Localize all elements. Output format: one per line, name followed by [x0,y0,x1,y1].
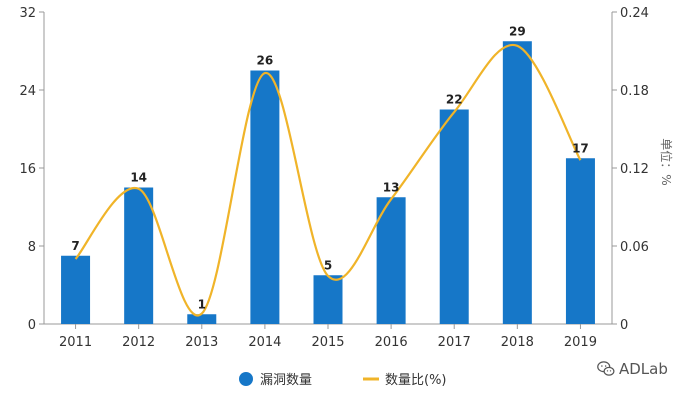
x-tick-label: 2011 [59,335,92,350]
x-tick-label: 2014 [248,335,281,350]
legend: 漏洞数量 数量比(%) [239,372,447,388]
bar [313,275,343,324]
wechat-icon [597,361,615,376]
bar-data-label: 14 [130,171,147,185]
y-left-tick-label: 24 [19,84,36,99]
x-tick-label: 2013 [185,335,218,350]
bar [250,70,280,324]
x-tick-label: 2017 [438,335,471,350]
y-right-tick-label: 0.06 [620,240,649,255]
bar [187,314,217,324]
bar-data-label: 22 [446,93,463,107]
bar [502,41,532,324]
y-right-axis-label: 单位：% [659,138,674,185]
bar [439,109,469,324]
y-left-tick-label: 8 [28,240,36,255]
y-right-tick-label: 0 [620,318,628,333]
bar [61,255,91,324]
labels-layer: 7 14 1 26 5 13 22 29 17 [71,24,588,311]
y-right-tick-label: 0.12 [620,162,649,177]
bar-data-label: 7 [71,239,79,253]
legend-label-bars: 漏洞数量 [260,372,312,388]
legend-marker-bars [239,372,253,386]
bar [124,187,154,324]
x-tick-label: 2012 [122,335,155,350]
bar [565,158,595,324]
x-tick-label: 2018 [501,335,534,350]
y-left-tick-label: 32 [19,6,36,21]
bar-data-label: 13 [383,180,400,194]
bar-data-label: 1 [198,297,206,311]
bar [376,197,406,324]
y-left-tick-label: 16 [19,162,36,177]
watermark: ADLab [597,360,668,378]
bar-data-label: 29 [509,24,526,38]
y-left-tick-label: 0 [28,318,36,333]
x-tick-label: 2015 [311,335,344,350]
line-layer [74,43,582,317]
y-right-tick-label: 0.18 [620,84,649,99]
bar-data-label: 26 [257,54,274,68]
x-tick-label: 2016 [375,335,408,350]
ratio-line [74,43,582,317]
legend-label-line: 数量比(%) [385,373,447,388]
bar-data-label: 17 [572,141,589,155]
y-right-tick-label: 0.24 [620,6,649,21]
bar-data-label: 5 [324,258,332,272]
watermark-text: ADLab [619,360,668,378]
bars-layer [61,41,595,324]
axes-layer: 0 8 16 24 32 0 0.06 0.12 0.18 0.24 单位：% 2011 2012 201… [19,6,674,350]
x-tick-label: 2019 [564,335,597,350]
